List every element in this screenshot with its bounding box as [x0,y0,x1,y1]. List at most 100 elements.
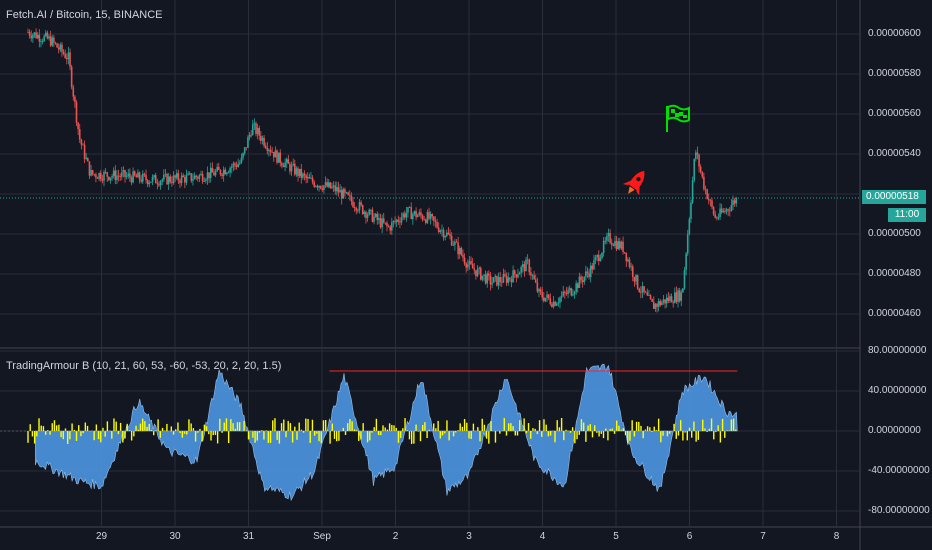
candle-body [523,264,526,272]
candle-body [402,213,404,218]
candle-body [114,170,117,181]
candle-body [143,173,146,175]
candle-body [505,276,508,283]
candle-body [649,295,652,299]
candle-body [376,213,379,220]
candle-body [434,220,437,223]
candle-body [337,187,340,193]
candle-body [400,217,403,223]
candle-body [347,192,349,195]
candle-body [604,240,607,242]
candle-body [491,282,493,285]
candle-body [108,176,110,181]
candle-body [169,176,172,182]
candle-body [355,207,358,211]
candle-body [159,181,162,186]
price-axis-label: 0.00000500 [868,228,921,239]
candle-body [712,206,715,215]
candle-body [83,144,86,159]
candle-body [247,137,249,148]
candle-body [32,34,34,39]
candle-body [591,265,594,270]
candle-body [437,227,440,232]
candle-body [424,219,427,223]
candle-body [568,288,571,291]
candle-body [659,300,662,306]
candle-body [728,210,731,212]
candle-body [648,295,650,296]
candle-body [329,182,332,189]
candle-body [379,218,382,228]
candle-body [95,174,97,178]
candle-body [90,170,92,176]
candle-body [222,169,225,176]
rocket-icon[interactable] [620,166,650,202]
candle-body [413,211,416,215]
candle-body [518,272,521,275]
candle-body [361,205,364,214]
candle-body [557,302,560,304]
candle-body [129,173,131,178]
candle-body [410,207,413,220]
candle-body [117,175,120,177]
candle-body [510,279,513,283]
candle-body [255,123,257,135]
candle-body [531,275,534,277]
candle-body [182,175,185,178]
candle-body [142,173,144,182]
candle-body [59,44,62,50]
candle-body [119,176,121,177]
candle-body [218,167,220,170]
candle-body [175,173,178,178]
candle-body [248,134,251,138]
candle-body [352,201,354,208]
candle-body [622,241,624,252]
candle-body [256,127,259,135]
candle-body [130,177,133,183]
candle-body [612,244,615,246]
candle-body [185,175,188,183]
candle-body [49,36,52,46]
candle-body [358,202,361,211]
candle-body [99,173,102,180]
candle-body [709,200,712,201]
candle-body [154,175,157,184]
candle-body [623,251,626,253]
time-axis-label: 6 [686,531,693,542]
candle-body [452,244,455,246]
candle-body [570,288,573,296]
candle-body [489,275,492,285]
candle-body [698,154,700,167]
candle-body [520,266,522,273]
candle-body [640,291,642,293]
candle-body [366,214,369,218]
candle-body [525,259,527,272]
checkered-flag-icon[interactable] [663,104,691,134]
candle-body [290,165,293,172]
candle-body [327,182,330,187]
candle-body [315,185,317,187]
candle-body [730,205,733,211]
candle-body [305,175,307,179]
candle-body [56,43,58,48]
candle-body [384,222,387,224]
candle-body [243,147,246,154]
candle-body [196,177,199,179]
candle-body [209,167,212,179]
candle-body [342,189,345,199]
candle-body [652,301,655,309]
indicator-title[interactable]: TradingArmour B (10, 21, 60, 53, -60, -5… [6,360,282,372]
candle-body [509,277,511,280]
candle-body [41,41,44,42]
symbol-title[interactable]: Fetch.AI / Bitcoin, 15, BINANCE [6,9,163,21]
candle-body [685,253,687,270]
candle-body [122,170,125,173]
candle-body [116,175,118,181]
candle-body [470,261,472,264]
candle-body [321,188,324,190]
candle-body [302,173,304,178]
candle-body [135,175,138,178]
candle-body [48,36,50,39]
candle-body [27,32,29,33]
